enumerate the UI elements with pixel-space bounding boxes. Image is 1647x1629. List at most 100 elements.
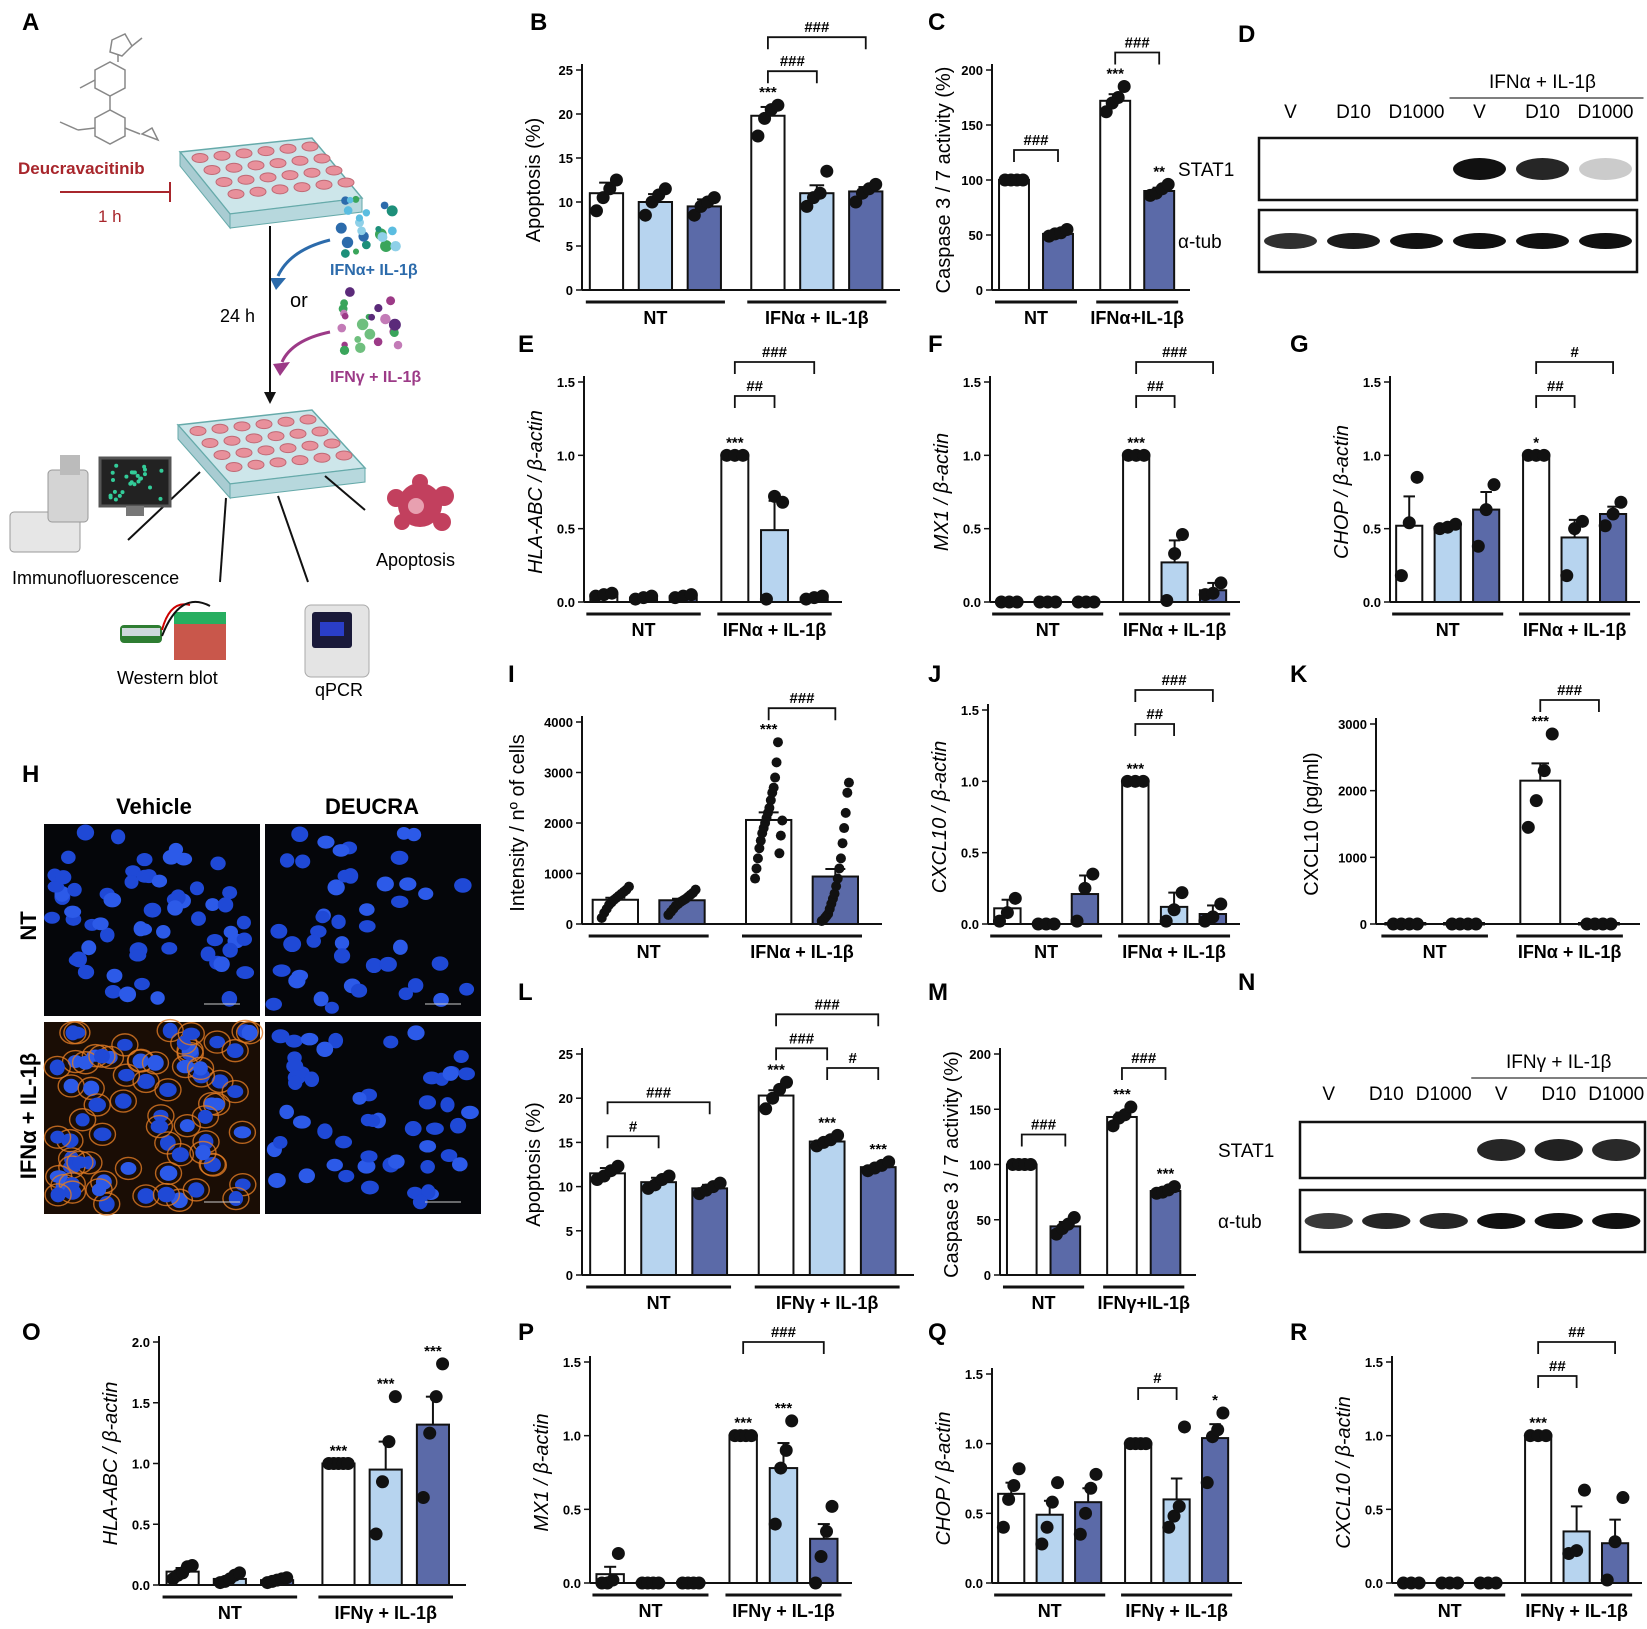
- data-point: [1035, 1537, 1049, 1551]
- cell-nucleus: [75, 1113, 90, 1127]
- panel-label: L: [518, 979, 533, 1006]
- significance-hash: ###: [789, 1030, 815, 1047]
- bar: [640, 1181, 677, 1277]
- group-label: NT: [1024, 308, 1048, 328]
- blot-band: [1264, 233, 1317, 249]
- y-tick-label: 0: [1360, 917, 1367, 932]
- comparison-bracket: [606, 1135, 660, 1149]
- data-point: [1045, 1495, 1059, 1509]
- lane-label: D10: [1369, 1084, 1404, 1105]
- significance-stars: ***: [1127, 760, 1145, 777]
- bar-chart: E 0.0 0.5 1.0 1.5 HLA-ABC / β-actin *** NT IFNα …: [518, 331, 842, 640]
- cell-nucleus: [161, 942, 178, 955]
- membrane-stain: [221, 1038, 249, 1063]
- y-tick-label: 1.5: [1365, 1355, 1383, 1370]
- cell-nucleus: [162, 1022, 178, 1039]
- y-axis-label: Apoptosis (%): [523, 1102, 545, 1227]
- data-point: [596, 191, 610, 205]
- group-label: IFNγ + IL-1β: [1125, 1601, 1228, 1621]
- blot-row-label: STAT1: [1178, 160, 1234, 181]
- data-point: [809, 1576, 823, 1590]
- significance-hash: ###: [646, 1084, 672, 1101]
- data-point: [1200, 1476, 1214, 1490]
- membrane-stain: [109, 1089, 138, 1113]
- cell-nucleus: [208, 1097, 225, 1111]
- bar: [589, 1172, 626, 1276]
- bar: [1522, 454, 1551, 604]
- data-point: [839, 823, 850, 834]
- blot-band: [1419, 1213, 1468, 1229]
- data-point: [1117, 80, 1131, 93]
- data-point: [1167, 1509, 1181, 1523]
- cell-nucleus: [136, 852, 153, 867]
- cell-nucleus: [431, 956, 449, 971]
- data-point: [416, 1491, 430, 1505]
- cell-nucleus: [272, 964, 291, 977]
- data-point: [713, 1176, 727, 1190]
- y-tick-label: 2.0: [132, 1335, 150, 1350]
- cell-nucleus: [197, 1109, 213, 1124]
- membrane-stain: [141, 1051, 170, 1075]
- bar-chart: B 0 5 10 15 20 25 Apoptosis (%) *** NT IFNα + IL-1…: [523, 9, 900, 328]
- cell-nucleus: [383, 1035, 399, 1049]
- cell-nucleus: [268, 1172, 286, 1188]
- cell-nucleus: [124, 875, 139, 889]
- y-tick-label: 1.0: [557, 448, 575, 463]
- data-point: [606, 1573, 620, 1587]
- cell-nucleus: [213, 956, 230, 973]
- cell-nucleus: [70, 951, 87, 968]
- membrane-stain: [43, 1055, 71, 1080]
- significance-hash: ###: [771, 1324, 797, 1341]
- comparison-bracket: [1537, 1341, 1616, 1354]
- data-point: [375, 1475, 389, 1489]
- cell-nucleus: [137, 1188, 155, 1204]
- y-tick-label: 100: [969, 1158, 991, 1173]
- data-point: [752, 853, 763, 864]
- cell-nucleus: [151, 874, 168, 888]
- y-tick-label: 0.5: [557, 522, 575, 537]
- data-point: [692, 1576, 706, 1590]
- data-point: [1002, 1492, 1016, 1506]
- data-point: [751, 863, 762, 874]
- data-point: [1167, 1180, 1181, 1194]
- bar: [1395, 524, 1424, 604]
- cell-nucleus: [217, 897, 234, 913]
- panel-label: D: [1238, 21, 1255, 48]
- significance-stars: ***: [1127, 434, 1145, 451]
- group-label: IFNγ + IL-1β: [1525, 1601, 1628, 1621]
- comparison-bracket: [1134, 689, 1214, 702]
- blot-band: [1453, 233, 1506, 249]
- data-point: [1078, 881, 1092, 895]
- data-point: [1010, 595, 1024, 609]
- data-point: [280, 1571, 294, 1585]
- cell-nucleus: [335, 1135, 353, 1149]
- group-label: NT: [1034, 942, 1058, 962]
- comparison-bracket: [1537, 1375, 1578, 1388]
- cell-nucleus: [191, 911, 206, 926]
- blot-band: [1516, 158, 1569, 180]
- data-point: [185, 1559, 199, 1573]
- cell-nucleus: [236, 966, 255, 980]
- data-point: [754, 843, 765, 854]
- cell-nucleus: [233, 1126, 252, 1139]
- group-label: IFNα + IL-1β: [1123, 620, 1227, 640]
- y-tick-label: 0.0: [965, 1576, 983, 1591]
- significance-stars: ***: [818, 1114, 836, 1131]
- significance-hash: ###: [1031, 1117, 1057, 1134]
- data-point: [1167, 903, 1181, 917]
- cell-nucleus: [103, 892, 122, 908]
- data-point: [785, 1414, 799, 1428]
- group-label: IFNγ + IL-1β: [732, 1601, 835, 1621]
- cell-nucleus: [453, 1050, 469, 1063]
- y-axis-label: CXCL10 / β-actin: [929, 741, 951, 894]
- bar: [997, 1492, 1026, 1584]
- significance-hash: ###: [815, 996, 841, 1013]
- data-point: [1600, 1573, 1614, 1587]
- cell-nucleus: [93, 1127, 112, 1142]
- data-point: [1570, 1544, 1584, 1558]
- data-point: [687, 208, 701, 222]
- pretreat-time: 1 h: [98, 207, 122, 226]
- data-point: [776, 495, 790, 509]
